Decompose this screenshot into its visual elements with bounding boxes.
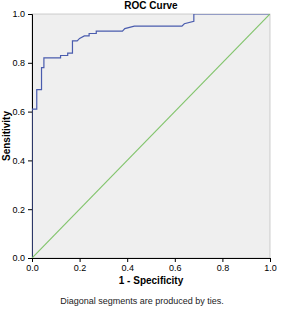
axis-line [28, 15, 33, 259]
tick-label: 0.2 [12, 205, 25, 215]
x-axis-title: 1 - Specificity [119, 275, 184, 286]
plot-background [32, 14, 270, 258]
tick-mark [28, 14, 32, 15]
y-axis-title: Sensitivity [1, 111, 12, 161]
tick-mark [28, 112, 32, 113]
tick-label: 1.0 [12, 9, 25, 19]
tick-mark [28, 63, 32, 64]
lines [32, 14, 270, 258]
tick: 0.0 [12, 253, 32, 263]
plot: 0.0 0.2 0.4 0.6 0.8 1.0 0.0 0.2 0.4 0.6 0.8 1.0 [12, 9, 276, 273]
tick-label: 0.2 [74, 263, 87, 273]
footnote: Diagonal segments are produced by ties. [60, 296, 224, 306]
tick-mark [28, 209, 32, 210]
tick-mark [222, 258, 223, 262]
tick-label: 0.6 [12, 107, 25, 117]
tick-mark [175, 258, 176, 262]
x-axis: 0.0 0.2 0.4 0.6 0.8 1.0 [26, 258, 277, 273]
series-line [32, 14, 270, 258]
tick: 1.0 [12, 9, 32, 19]
tick-label: 0.0 [26, 263, 39, 273]
tick-mark [28, 160, 32, 161]
y-axis: 0.0 0.2 0.4 0.6 0.8 1.0 [12, 9, 32, 263]
tick-mark [127, 258, 128, 262]
tick-label: 0.8 [217, 263, 230, 273]
axis-line [33, 259, 271, 263]
tick-label: 0.0 [12, 253, 25, 263]
tick: 0.4 [12, 156, 32, 166]
tick: 0.8 [217, 258, 230, 273]
tick: 0.4 [121, 258, 134, 273]
title: ROC Curve [124, 0, 178, 11]
series-line [32, 14, 270, 258]
tick-label: 1.0 [264, 263, 277, 273]
chart: ROC Curve0.00.20.40.60.81.00.00.20.40.60… [0, 0, 284, 312]
tick-mark [28, 258, 32, 259]
tick: 0.6 [169, 258, 182, 273]
tick: 0.8 [12, 58, 32, 68]
tick-label: 0.6 [169, 263, 182, 273]
tick: 0.2 [74, 258, 87, 273]
tick-label: 0.8 [12, 58, 25, 68]
tick-mark [270, 258, 271, 262]
tick-label: 0.4 [121, 263, 134, 273]
tick: 0.0 [26, 258, 39, 273]
tick: 0.2 [12, 205, 32, 215]
tick-label: 0.4 [12, 156, 25, 166]
tick: 1.0 [264, 258, 277, 273]
tick: 0.6 [12, 107, 32, 117]
tick-mark [80, 258, 81, 262]
